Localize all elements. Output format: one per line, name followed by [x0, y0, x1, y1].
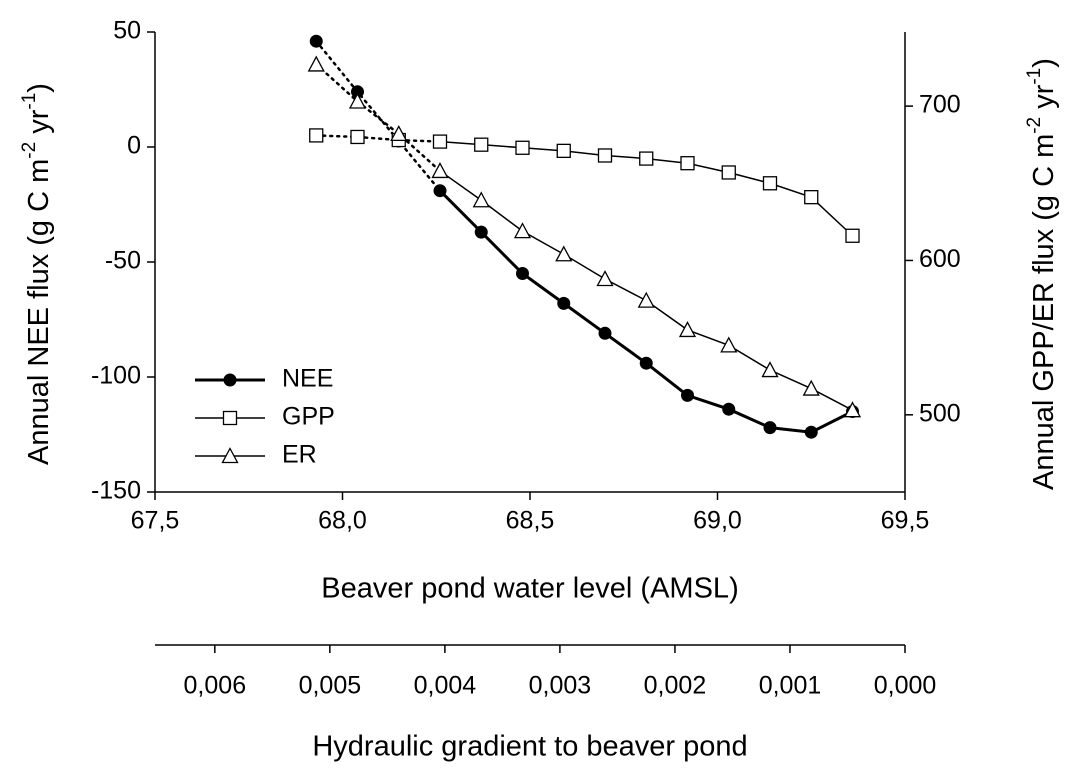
marker	[432, 134, 448, 149]
y-axis-title: Annual NEE flux (g C m-2 yr-1)	[19, 83, 55, 465]
legend-label: ER	[282, 441, 317, 469]
x-tick-label: 68,5	[506, 507, 555, 535]
marker	[804, 190, 819, 205]
axis-title-part: )	[1028, 58, 1060, 68]
marker	[351, 85, 364, 99]
marker	[348, 92, 367, 109]
marker	[681, 388, 694, 402]
x2-tick-label: 0,001	[759, 672, 822, 700]
y-tick-label: -100	[91, 362, 141, 390]
series-line	[439, 170, 853, 411]
marker	[309, 34, 323, 48]
marker	[474, 225, 488, 239]
marker	[472, 191, 490, 208]
marker	[763, 421, 777, 435]
marker	[598, 326, 612, 340]
marker	[309, 128, 324, 143]
marker	[555, 245, 573, 262]
marker	[637, 291, 655, 308]
marker	[513, 222, 532, 239]
legend-marker	[223, 373, 237, 387]
series-line-dotted	[315, 63, 442, 173]
series-line	[438, 189, 854, 434]
marker	[843, 401, 862, 418]
series-line-dotted	[315, 39, 442, 192]
marker	[307, 55, 325, 72]
marker	[390, 125, 408, 142]
marker	[761, 361, 779, 378]
axis-title-part: -2	[1024, 117, 1045, 134]
marker	[804, 425, 818, 439]
marker	[350, 129, 365, 145]
axis-title-part: Annual GPP/ER flux (g C m	[1028, 134, 1060, 490]
x-tick-label: 69,5	[881, 507, 930, 535]
y-tick-label: -150	[91, 477, 141, 505]
marker	[557, 296, 571, 310]
series-line-dotted	[315, 134, 442, 143]
marker	[762, 176, 778, 191]
x2-tick-label: 0,003	[529, 672, 592, 700]
marker	[516, 267, 529, 280]
marker	[556, 143, 571, 159]
y2-axis-title: Annual GPP/ER flux (g C m-2 yr-1)	[1024, 58, 1060, 490]
legend-label: GPP	[282, 403, 335, 431]
x2-axis-title: Hydraulic gradient to beaver pond	[312, 731, 747, 763]
marker	[515, 140, 530, 155]
x-axis-title: Beaver pond water level (AMSL)	[321, 573, 738, 605]
x2-tick-label: 0,005	[299, 672, 362, 700]
marker	[680, 156, 695, 171]
y2-tick-label: 600	[919, 245, 961, 273]
axis-title-part: -1	[19, 93, 40, 110]
marker	[596, 270, 614, 287]
y-tick-label: 50	[113, 17, 141, 45]
y2-tick-label: 700	[919, 91, 961, 119]
marker	[474, 137, 489, 152]
marker	[639, 356, 653, 370]
marker	[597, 148, 613, 163]
marker	[722, 402, 736, 416]
axis-title-part: Annual NEE flux (g C m	[23, 159, 55, 465]
marker	[720, 336, 738, 353]
x-tick-label: 68,0	[318, 507, 367, 535]
marker	[802, 379, 820, 396]
x2-tick-label: 0,002	[644, 672, 707, 700]
y2-tick-label: 500	[919, 399, 961, 427]
x2-tick-label: 0,004	[414, 672, 477, 700]
marker	[639, 151, 654, 166]
marker	[678, 321, 697, 338]
legend-marker	[222, 410, 238, 426]
legend-label: NEE	[282, 365, 333, 393]
x2-tick-label: 0,000	[874, 672, 937, 700]
axis-title-part: yr	[1028, 84, 1060, 117]
x2-tick-label: 0,006	[184, 672, 247, 700]
axis-title-part: -1	[1024, 68, 1045, 85]
y-tick-label: 0	[127, 132, 141, 160]
y-tick-label: -50	[105, 247, 141, 275]
marker	[431, 162, 449, 179]
axis-title-part: -2	[19, 142, 40, 159]
marker	[845, 228, 860, 243]
legend-marker	[221, 447, 239, 464]
marker	[721, 165, 736, 180]
x-tick-label: 67,5	[131, 507, 180, 535]
marker	[433, 184, 447, 198]
axis-title-part: )	[23, 83, 55, 93]
x-tick-label: 69,0	[693, 507, 742, 535]
axis-title-part: yr	[23, 109, 55, 142]
